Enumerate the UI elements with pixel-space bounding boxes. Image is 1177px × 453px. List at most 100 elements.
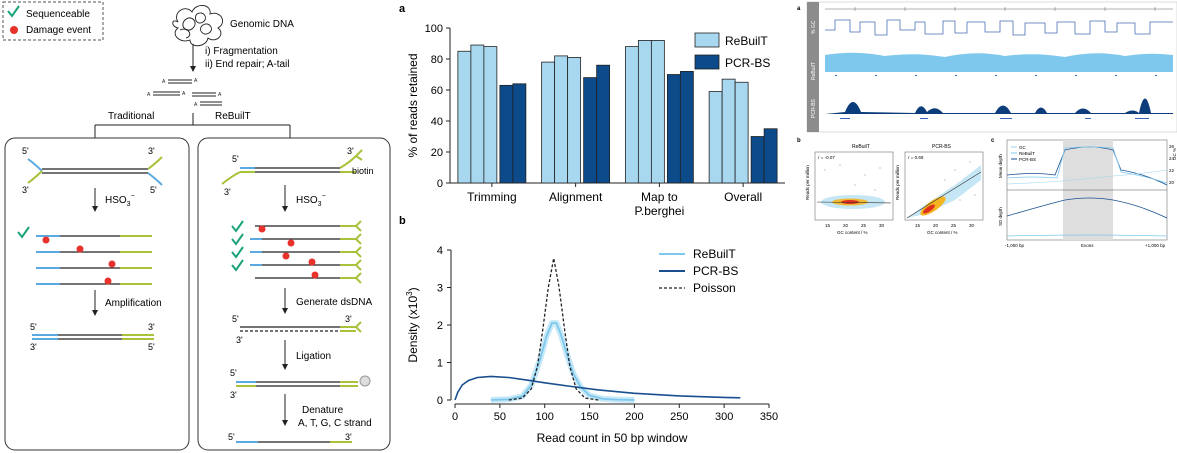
genomic-dna-icon: [172, 5, 223, 47]
rebuilt-confidence-band: [490, 320, 635, 403]
traditional-adapter-dna: [27, 156, 163, 186]
svg-text:3': 3': [347, 146, 354, 156]
svg-text:HSO3−: HSO3−: [296, 193, 326, 208]
svg-text:24: 24: [1169, 156, 1175, 161]
svg-text:5': 5': [232, 314, 239, 324]
y-tick-label: 40: [431, 116, 443, 128]
svg-text:GC content / %: GC content / %: [927, 230, 958, 235]
step-fragmentation: i) Fragmentation: [205, 46, 278, 57]
x-tick-label: P.berghei: [634, 204, 684, 218]
legend-swatch: [694, 32, 720, 48]
x-tick-label: 150: [580, 411, 598, 423]
x-tick-label: 0: [452, 411, 458, 423]
x-tick-label: Overall: [724, 190, 762, 204]
svg-text:5': 5': [228, 432, 235, 442]
legend-label: Poisson: [693, 281, 736, 295]
svg-text:GC: GC: [1019, 145, 1027, 150]
svg-text:25: 25: [951, 223, 957, 228]
denature-label: Denature: [302, 405, 344, 416]
rebuilt-coverage-track: [825, 52, 1173, 72]
bar-pcr-bs: [679, 71, 694, 184]
svg-text:20: 20: [843, 223, 849, 228]
bar-rebuilt: [483, 46, 498, 184]
bar-pcr-bs: [596, 64, 611, 184]
gc-track: [825, 19, 1173, 36]
svg-text:a: a: [797, 6, 801, 12]
bar-chart: 0 20 40 60 80 100 % of reads retained Trimming A…: [406, 23, 785, 218]
svg-text:3': 3': [22, 185, 29, 195]
svg-text:5': 5': [148, 342, 155, 352]
svg-text:Mean depth: Mean depth: [998, 154, 1003, 178]
bar-pcr-bs: [666, 74, 681, 184]
y-tick-label: 60: [431, 85, 443, 97]
svg-text:5': 5': [22, 146, 29, 156]
amplification-label: Amplification: [105, 298, 162, 309]
genomic-dna-label: Genomic DNA: [230, 19, 294, 30]
panel-a-label: a: [399, 3, 406, 15]
svg-text:20: 20: [1169, 180, 1175, 185]
bar-rebuilt: [721, 78, 736, 184]
y-tick-label: 1: [437, 358, 443, 370]
svg-text:26: 26: [1169, 144, 1175, 149]
y-tick-label: 0: [437, 395, 443, 407]
svg-text:ReBuilT: ReBuilT: [1019, 151, 1035, 156]
bar-rebuilt: [708, 91, 723, 184]
svg-text:A: A: [147, 92, 151, 98]
biotin-label: biotin: [352, 166, 374, 176]
svg-text:PCR-BS: PCR-BS: [811, 98, 817, 118]
svg-text:PCR-BS: PCR-BS: [932, 144, 952, 150]
svg-text:ReBuilT: ReBuilT: [811, 62, 817, 80]
damage-icon: [10, 26, 18, 34]
panel-b-label: b: [399, 215, 406, 227]
series-line-rebuilt: [490, 322, 635, 401]
svg-text:r = 0.69: r = 0.69: [908, 155, 924, 160]
legend-label: PCR-BS: [725, 56, 770, 70]
svg-text:A: A: [182, 91, 186, 97]
library-prep-schematic: Sequenceable Damage event Genomic DNA i)…: [2, 1, 391, 451]
svg-text:15: 15: [825, 223, 831, 228]
svg-text:30: 30: [879, 223, 885, 228]
legend-label: ReBuilT: [693, 247, 736, 261]
svg-text:30: 30: [969, 223, 975, 228]
svg-text:3': 3': [345, 432, 352, 442]
bar-pcr-bs: [750, 136, 765, 184]
legend-label: ReBuilT: [725, 34, 768, 48]
traditional-box: [4, 137, 190, 451]
bar-pcr-bs: [583, 77, 598, 184]
y-tick-label: 3: [437, 283, 443, 295]
svg-text:20: 20: [933, 223, 939, 228]
rebuilt-single-strands: [250, 220, 362, 284]
x-axis-label: Read count in 50 bp window: [537, 431, 688, 445]
y-axis-label: Density (x103): [405, 287, 420, 362]
x-tick-label: 50: [494, 411, 506, 423]
x-tick-label: 200: [625, 411, 643, 423]
legend-box: [2, 1, 104, 41]
bar-rebuilt: [541, 61, 556, 184]
svg-text:PCR-BS: PCR-BS: [1019, 157, 1036, 162]
svg-text:Reads per million: Reads per million: [895, 165, 900, 200]
y-tick-label: 0: [437, 178, 443, 190]
svg-text:r = -0.07: r = -0.07: [818, 155, 835, 160]
svg-text:SD depth: SD depth: [998, 207, 1003, 226]
svg-text:5': 5': [30, 322, 37, 332]
x-tick-label: 250: [670, 411, 688, 423]
dna-fragments: [153, 79, 222, 106]
check-icon: [17, 226, 30, 239]
svg-text:ReBuilT: ReBuilT: [852, 144, 870, 150]
y-axis-label: % of reads retained: [406, 53, 420, 157]
pcr-coverage-track: [825, 98, 1173, 114]
x-tick-label: 300: [715, 411, 733, 423]
svg-text:3': 3': [224, 187, 231, 197]
x-tick-label: Trimming: [467, 190, 517, 204]
series-line-poisson: [508, 258, 599, 401]
svg-text:% GC: % GC: [811, 20, 817, 34]
y-tick-label: 4: [437, 245, 443, 257]
svg-text:22: 22: [1169, 168, 1175, 173]
y-tick-label: 2: [437, 320, 443, 332]
y-tick-label: 100: [425, 23, 443, 35]
svg-text:3': 3': [30, 342, 37, 352]
svg-text:A: A: [162, 79, 166, 85]
svg-text:3': 3': [345, 314, 352, 324]
density-chart: 0 1 2 3 4 0 50 100 150 200 250 300 350 Read count in …: [405, 245, 778, 445]
